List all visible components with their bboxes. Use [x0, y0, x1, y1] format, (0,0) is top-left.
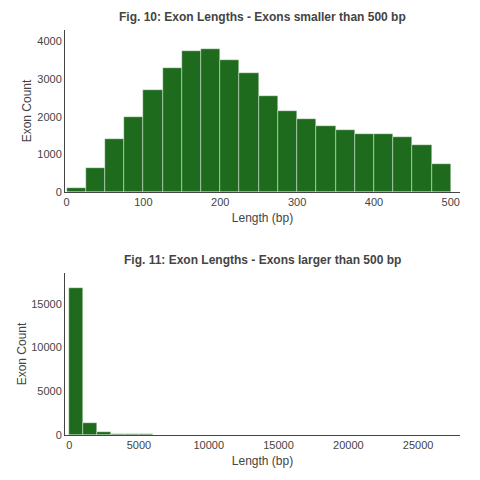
svg-text:10000: 10000 [31, 341, 62, 353]
svg-text:0: 0 [56, 186, 62, 198]
svg-text:3000: 3000 [37, 73, 61, 85]
svg-text:10000: 10000 [193, 439, 224, 451]
svg-text:400: 400 [365, 196, 383, 208]
svg-text:300: 300 [288, 196, 306, 208]
svg-text:0: 0 [66, 439, 72, 451]
svg-text:15000: 15000 [263, 439, 294, 451]
svg-text:2000: 2000 [37, 111, 61, 123]
svg-text:Fig. 10: Exon Lengths - Exons: Fig. 10: Exon Lengths - Exons smaller th… [119, 10, 406, 24]
svg-text:4000: 4000 [37, 35, 61, 47]
svg-text:5000: 5000 [37, 385, 61, 397]
svg-text:25000: 25000 [403, 439, 434, 451]
svg-text:500: 500 [442, 196, 460, 208]
svg-text:Exon Count: Exon Count [20, 79, 34, 142]
svg-text:200: 200 [211, 196, 229, 208]
svg-text:20000: 20000 [333, 439, 364, 451]
svg-text:15000: 15000 [31, 298, 62, 310]
svg-text:0: 0 [63, 196, 69, 208]
svg-text:Exon Count: Exon Count [15, 322, 29, 385]
svg-text:1000: 1000 [37, 148, 61, 160]
svg-text:0: 0 [56, 429, 62, 441]
svg-text:Length (bp): Length (bp) [232, 211, 293, 225]
svg-text:100: 100 [134, 196, 152, 208]
svg-text:Length (bp): Length (bp) [232, 454, 293, 468]
svg-text:5000: 5000 [127, 439, 151, 451]
svg-text:Fig. 11: Exon Lengths - Exons: Fig. 11: Exon Lengths - Exons larger tha… [124, 253, 401, 267]
